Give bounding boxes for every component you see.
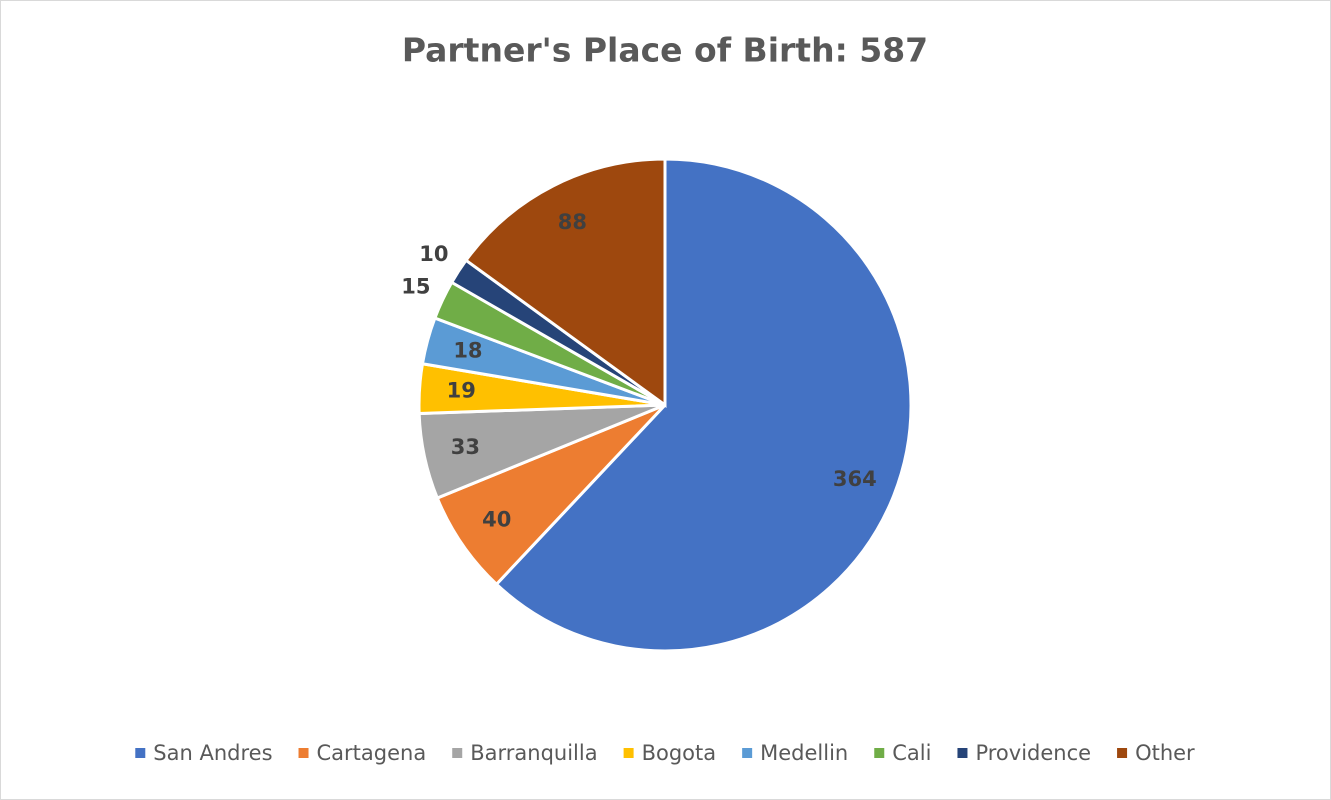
pie-slice [494, 157, 913, 653]
legend-label: Bogota [642, 741, 717, 765]
legend-item: Cali [874, 741, 931, 765]
data-label: 18 [453, 339, 482, 363]
legend-swatch [742, 748, 753, 758]
data-label: 15 [401, 274, 430, 298]
chart-title: Partner's Place of Birth: 587 [402, 31, 928, 70]
pie: 364 40 33 19 18 15 10 88 [401, 157, 913, 653]
legend-label: Providence [975, 741, 1091, 765]
data-label: 364 [833, 467, 877, 491]
legend-item: Bogota [623, 741, 717, 765]
pie-slice [463, 157, 667, 408]
legend-item: Barranquilla [452, 741, 598, 765]
legend-label: Other [1135, 741, 1195, 765]
legend-item: Providence [957, 741, 1091, 765]
legend-swatch [623, 748, 634, 758]
legend-swatch [874, 748, 885, 758]
legend-item: Cartagena [298, 741, 427, 765]
legend-label: Medellin [760, 741, 848, 765]
data-label: 19 [447, 378, 476, 402]
pie-slice [435, 403, 667, 587]
legend-swatch [452, 748, 463, 758]
legend-item: Other [1117, 741, 1195, 765]
data-label: 40 [482, 508, 511, 532]
legend: San Andres Cartagena Barranquilla Bogota Med… [135, 741, 1195, 765]
legend-label: Cali [892, 741, 931, 765]
legend-swatch [298, 748, 309, 758]
legend-item: Medellin [742, 741, 848, 765]
legend-swatch [957, 748, 968, 758]
legend-swatch [135, 748, 146, 758]
data-label: 33 [451, 435, 480, 459]
data-label: 10 [419, 242, 448, 266]
legend-swatch [1117, 748, 1128, 758]
legend-item: San Andres [135, 741, 273, 765]
legend-label: Barranquilla [470, 741, 597, 765]
legend-label: San Andres [153, 741, 272, 765]
legend-label: Cartagena [317, 741, 427, 765]
data-label: 88 [558, 210, 587, 234]
